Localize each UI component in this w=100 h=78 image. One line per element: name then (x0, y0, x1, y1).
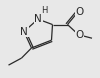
Text: O: O (75, 7, 84, 17)
Text: H: H (41, 6, 47, 15)
Text: O: O (75, 30, 84, 40)
Text: N: N (34, 14, 42, 24)
Text: N: N (20, 27, 28, 37)
